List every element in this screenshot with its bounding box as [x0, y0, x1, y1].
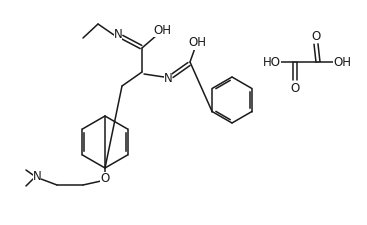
- Text: N: N: [164, 72, 172, 85]
- Text: N: N: [114, 29, 122, 41]
- Text: OH: OH: [333, 56, 351, 68]
- Text: N: N: [33, 171, 41, 184]
- Text: OH: OH: [153, 23, 171, 36]
- Text: O: O: [101, 171, 110, 184]
- Text: O: O: [290, 81, 299, 94]
- Text: OH: OH: [188, 36, 206, 50]
- Text: O: O: [311, 29, 321, 43]
- Text: HO: HO: [263, 56, 281, 68]
